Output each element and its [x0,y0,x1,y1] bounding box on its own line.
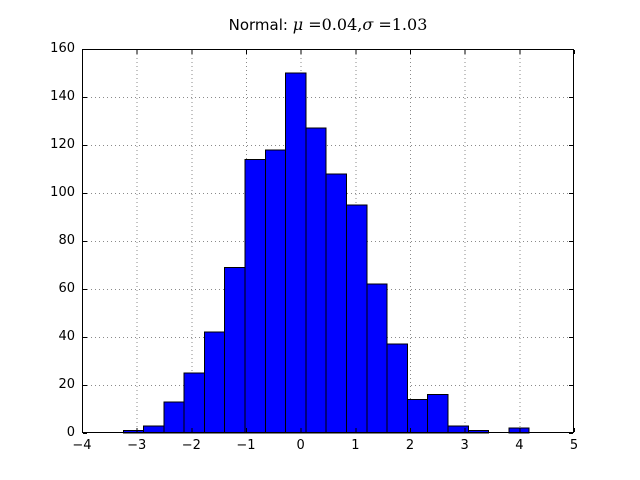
histogram-bar [244,158,266,434]
y-tick-label: 100 [50,185,75,200]
x-tick-label: 3 [460,438,469,453]
chart-title: Normal: μ =0.04,σ =1.03 [82,15,574,34]
histogram-bar [305,127,327,434]
histogram-bar [366,283,388,434]
histogram-bar [345,204,368,434]
y-tick-label: 120 [50,137,75,152]
x-tick-label: 0 [296,438,305,453]
histogram-bar [406,398,429,434]
y-tick-label: 80 [58,233,75,248]
chart-title-prefix: Normal: [228,16,293,34]
x-tick-label: −1 [236,438,256,453]
histogram-bar [264,149,287,434]
histogram-bar [224,266,246,434]
histogram-bar [427,394,449,434]
histogram-bar [163,401,185,434]
y-tick-label: 140 [50,89,75,104]
x-tick-label: 1 [351,438,360,453]
x-tick-label: 5 [569,438,579,453]
sigma-value: =1.03 [373,15,428,34]
y-tick-label: 0 [66,425,75,440]
x-tick-label: −3 [127,438,147,453]
sigma-symbol: σ [362,15,374,34]
histogram-bar [386,343,408,434]
histogram-bar [203,331,226,434]
x-tick-label: −4 [72,438,92,453]
x-tick-label: −2 [181,438,201,453]
histogram-bar [325,173,347,434]
plot-border [82,49,574,433]
y-tick-label: 60 [58,281,75,296]
mu-symbol: μ [292,15,304,34]
histogram-bar [285,72,307,434]
y-tick-label: 160 [50,41,75,56]
y-tick-label: 40 [58,329,75,344]
x-tick-label: 4 [515,438,524,453]
y-tick-label: 20 [58,377,75,392]
mu-value: =0.04, [303,15,363,34]
histogram-bar [183,372,205,434]
x-tick-label: 2 [405,438,415,453]
histogram-bar [143,425,165,434]
